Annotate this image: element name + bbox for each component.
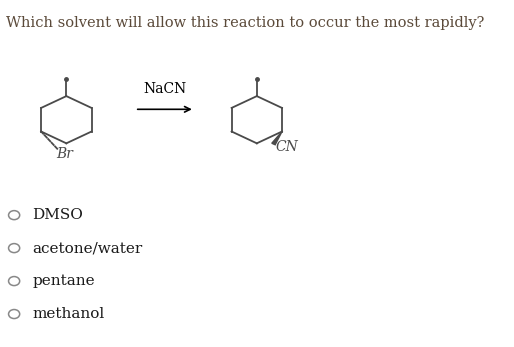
Text: Br: Br: [57, 147, 74, 161]
Text: Which solvent will allow this reaction to occur the most rapidly?: Which solvent will allow this reaction t…: [6, 16, 485, 29]
Text: methanol: methanol: [32, 307, 104, 321]
Polygon shape: [272, 132, 282, 145]
Text: CN: CN: [276, 140, 299, 154]
Text: NaCN: NaCN: [143, 82, 187, 96]
FancyArrowPatch shape: [138, 107, 190, 112]
Text: pentane: pentane: [32, 274, 95, 288]
Text: acetone/water: acetone/water: [32, 241, 142, 255]
Text: DMSO: DMSO: [32, 208, 83, 222]
